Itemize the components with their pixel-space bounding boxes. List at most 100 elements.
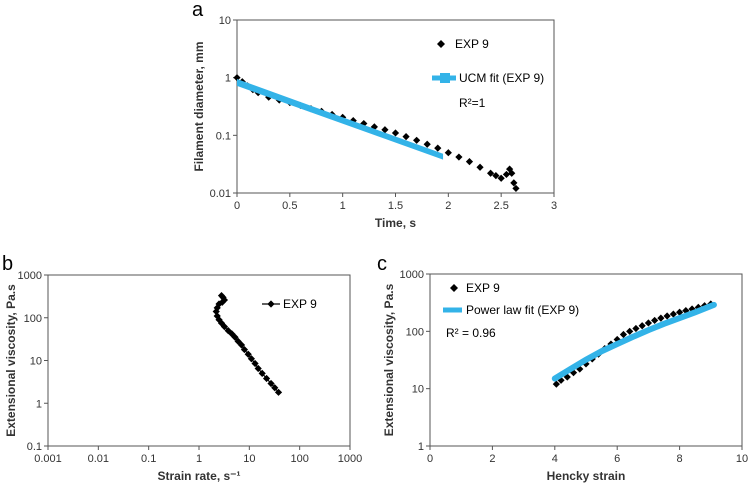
legend-label: EXP 9 [283, 297, 317, 311]
data-point [502, 170, 511, 179]
data-point [233, 74, 241, 82]
data-point [258, 369, 266, 377]
r-squared-annotation: R² = 0.96 [446, 326, 496, 340]
data-point [413, 136, 421, 144]
data-point [508, 169, 516, 177]
data-point [267, 379, 275, 388]
data-point [582, 360, 590, 368]
data-point [247, 355, 256, 363]
x-tick-label: 0.5 [282, 200, 297, 212]
x-tick-label: 4 [552, 453, 558, 465]
data-point [220, 323, 229, 331]
x-tick-label: 2 [445, 200, 451, 212]
data-point [569, 369, 578, 377]
data-point [663, 312, 671, 320]
data-point [434, 144, 442, 152]
x-tick-label: 0 [427, 453, 433, 465]
panel-letter: b [2, 253, 13, 275]
y-tick-label: 100 [24, 313, 42, 325]
x-tick-label: 0 [234, 200, 240, 212]
data-point [234, 337, 242, 345]
legend-marker [450, 284, 458, 292]
y-axis-title: Filament diameter, mm [192, 41, 206, 171]
data-point [254, 364, 262, 373]
data-point [465, 158, 474, 166]
data-point [676, 308, 684, 316]
data-point [262, 374, 271, 383]
data-point [251, 359, 259, 368]
data-point [492, 172, 500, 180]
data-point [512, 184, 520, 193]
data-point [688, 305, 696, 313]
legend-marker [267, 300, 275, 308]
panel-letter: a [192, 0, 204, 21]
data-point [228, 330, 236, 338]
x-tick-label: 1.5 [388, 200, 403, 212]
data-point [444, 149, 452, 157]
x-tick-label: 10 [736, 453, 748, 465]
x-tick-label: 1 [340, 200, 346, 212]
legend-marker [440, 73, 450, 83]
x-tick-label: 2.5 [494, 200, 509, 212]
x-tick-label: 0.1 [141, 453, 156, 465]
legend-label: UCM fit (EXP 9) [459, 71, 544, 85]
x-tick-label: 0.01 [88, 453, 109, 465]
plot-frame [236, 19, 555, 194]
x-axis-title: Strain rate, s⁻¹ [157, 469, 240, 483]
data-point [638, 322, 646, 330]
x-tick-label: 6 [614, 453, 620, 465]
data-point [644, 319, 652, 327]
data-point [219, 293, 227, 301]
data-point [487, 169, 495, 177]
data-point [423, 140, 431, 148]
y-axis-title: Extensional viscosity, Pa.s [382, 283, 396, 436]
fit-line [551, 301, 717, 382]
x-tick-label: 2 [489, 453, 495, 465]
y-tick-label: 1000 [400, 269, 424, 281]
y-tick-label: 1000 [18, 270, 42, 282]
legend-label: EXP 9 [466, 281, 500, 295]
data-point [370, 123, 378, 131]
plot-frame [429, 273, 743, 447]
y-tick-label: 10 [30, 356, 42, 368]
x-tick-label: 1 [196, 453, 202, 465]
panel-letter: c [377, 253, 387, 275]
y-tick-label: 1 [225, 73, 231, 85]
y-tick-label: 0.01 [210, 188, 231, 200]
data-point [271, 384, 279, 392]
data-point [619, 330, 628, 339]
data-point [497, 174, 505, 182]
x-tick-label: 10 [243, 453, 255, 465]
data-point [669, 310, 677, 318]
data-point [402, 133, 410, 141]
data-point [240, 345, 249, 354]
fit-band [237, 78, 444, 160]
x-axis-title: Time, s [375, 216, 416, 230]
x-axis-title: Hencky strain [547, 469, 626, 483]
data-point [651, 316, 659, 325]
legend-marker [437, 40, 445, 48]
y-tick-label: 100 [406, 326, 424, 338]
data-point [381, 126, 389, 134]
chart-panel-c: c 0 2 4 6 8 10 1 10 100 1000 Hencky strain Extension… [377, 253, 748, 483]
data-point [244, 350, 252, 358]
y-tick-label: 0.1 [27, 441, 42, 453]
data-point [632, 324, 640, 333]
data-point [455, 153, 463, 161]
x-tick-label: 100 [290, 453, 308, 465]
data-point [552, 380, 560, 388]
x-tick-label: 1000 [338, 453, 362, 465]
data-point [626, 327, 634, 335]
r-squared-annotation: R²=1 [459, 96, 486, 110]
data-point [576, 365, 584, 373]
chart-panel-b: b 0.001 0.01 0.1 1 10 100 1000 0.1 1 10 100 1000 Stra… [2, 253, 362, 483]
x-tick-label: 0.001 [34, 453, 62, 465]
data-point [510, 179, 518, 187]
y-tick-label: 1 [418, 441, 424, 453]
data-point [237, 341, 246, 349]
data-point [557, 376, 565, 384]
data-point [657, 314, 665, 322]
data-point [215, 300, 223, 308]
x-tick-label: 3 [551, 200, 557, 212]
